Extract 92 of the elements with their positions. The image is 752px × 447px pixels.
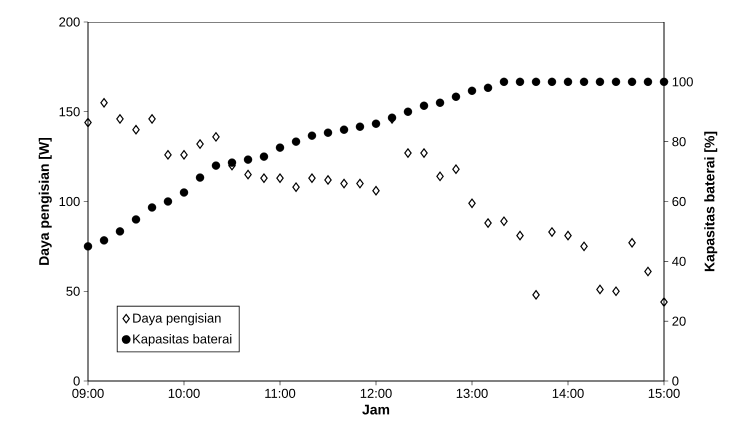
x-tick-label: 14:00	[552, 388, 584, 398]
y2-tick-label: 100	[672, 77, 693, 86]
point	[276, 173, 284, 183]
point	[484, 218, 492, 228]
x-tick-label: 10:00	[168, 388, 200, 398]
point	[500, 78, 508, 86]
point	[516, 230, 524, 240]
point	[100, 236, 108, 245]
point	[580, 78, 588, 86]
point	[660, 78, 668, 86]
point	[452, 164, 460, 174]
point	[564, 78, 572, 86]
point	[212, 161, 220, 170]
point	[324, 128, 332, 137]
point	[132, 124, 140, 134]
point	[628, 238, 636, 248]
y2-tick-label: 0	[672, 376, 678, 386]
point	[468, 86, 476, 95]
x-tick-label: 15:00	[648, 388, 680, 398]
point	[468, 198, 476, 208]
point	[260, 152, 268, 161]
y-tick-label: 0	[74, 376, 80, 386]
legend-label: Daya pengisian	[133, 313, 221, 326]
point	[340, 178, 348, 188]
y-tick-label: 200	[59, 17, 80, 27]
point	[420, 102, 428, 110]
x-axis-title: Jam	[362, 404, 390, 415]
point	[420, 148, 428, 158]
point	[596, 78, 604, 86]
point	[148, 203, 156, 212]
x-tick-label: 12:00	[360, 388, 392, 398]
point	[292, 182, 300, 192]
point	[516, 78, 524, 86]
point	[356, 178, 364, 188]
point	[548, 78, 556, 86]
y2-tick-label: 60	[672, 196, 686, 206]
point	[532, 290, 540, 300]
point	[180, 150, 188, 160]
point	[260, 173, 268, 183]
point	[164, 150, 172, 160]
point	[612, 78, 620, 86]
point	[324, 175, 332, 185]
point	[596, 284, 604, 294]
y-tick-label: 100	[60, 196, 80, 206]
point	[548, 227, 556, 237]
point	[564, 230, 572, 240]
point	[580, 242, 588, 252]
point	[644, 266, 652, 276]
point	[372, 186, 380, 196]
point	[644, 78, 652, 86]
point	[436, 98, 444, 107]
x-tick-label: 11:00	[265, 388, 296, 398]
point	[612, 286, 620, 296]
point	[148, 114, 156, 124]
y-axis-title: Daya pengisian [W]	[38, 138, 52, 265]
point	[404, 108, 412, 116]
point	[308, 173, 316, 183]
legend-label: Kapasitas baterai	[133, 334, 232, 346]
point	[100, 98, 108, 108]
point	[276, 143, 284, 152]
point	[132, 215, 140, 224]
y-tick-label: 150	[60, 107, 80, 116]
point	[308, 131, 316, 140]
point	[84, 118, 92, 128]
y2-tick-label: 20	[672, 316, 686, 326]
point	[372, 120, 380, 128]
point	[500, 216, 508, 226]
point	[532, 78, 540, 86]
point	[340, 126, 348, 134]
y2-axis-title: Kapasitas baterai [%]	[704, 132, 718, 272]
point	[292, 137, 300, 146]
point	[196, 173, 204, 182]
point	[164, 197, 172, 206]
point	[244, 170, 252, 180]
y-tick-label: 50	[66, 286, 80, 296]
point	[452, 92, 460, 101]
point	[196, 139, 204, 149]
point	[628, 78, 636, 86]
x-tick-label: 13:00	[456, 388, 488, 398]
point	[404, 148, 412, 158]
point	[484, 84, 492, 92]
point	[116, 114, 124, 124]
point	[116, 227, 124, 236]
y2-tick-label: 40	[672, 256, 686, 266]
x-tick-label: 09:00	[72, 388, 104, 398]
point	[660, 297, 668, 307]
point	[436, 172, 444, 182]
point	[244, 155, 252, 164]
point	[212, 132, 220, 142]
point	[356, 122, 364, 131]
point	[180, 188, 188, 197]
y2-tick-label: 80	[672, 137, 686, 146]
